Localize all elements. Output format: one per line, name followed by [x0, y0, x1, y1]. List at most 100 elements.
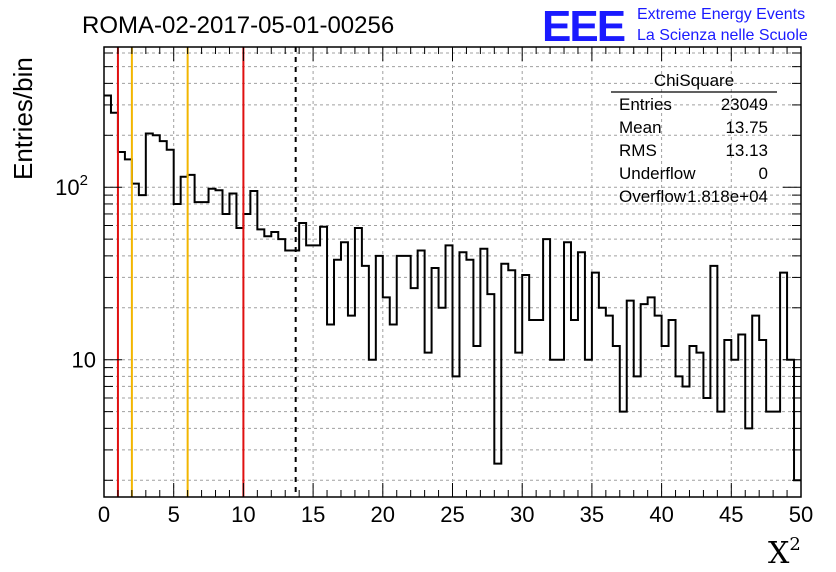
histogram-bin — [759, 340, 766, 497]
histogram-bin — [480, 249, 487, 497]
histogram-bin — [432, 268, 439, 497]
x-tick-label: 20 — [371, 502, 395, 527]
histogram-bin — [731, 360, 738, 497]
histogram-bin — [613, 346, 620, 497]
histogram-bin — [271, 232, 278, 497]
histogram-bin — [425, 353, 432, 497]
histogram-bin — [132, 184, 139, 497]
histogram-bin — [578, 252, 585, 497]
histogram-bin — [174, 204, 181, 497]
histogram-bin — [229, 193, 236, 497]
histogram-bin — [411, 288, 418, 497]
x-tick-label: 10 — [231, 502, 255, 527]
histogram-bin — [487, 294, 494, 497]
stats-row-label: Overflow — [619, 187, 687, 206]
histogram-bin — [209, 189, 216, 497]
histogram-bin — [306, 245, 313, 497]
histogram-bin — [689, 346, 696, 497]
histogram-bin — [383, 297, 390, 497]
histogram-bin — [508, 270, 515, 497]
histogram-bin — [529, 320, 536, 497]
x-tick-label: 15 — [301, 502, 325, 527]
stats-title: ChiSquare — [654, 71, 734, 90]
histogram-bin — [752, 316, 759, 497]
histogram-bin — [250, 191, 257, 497]
histogram-bin — [348, 316, 355, 497]
histogram-bin — [153, 135, 160, 497]
histogram-bin — [404, 256, 411, 497]
logo-line-2: La Scienza nelle Scuole — [637, 27, 808, 44]
histogram-bin — [167, 150, 174, 497]
stats-row-value: 23049 — [721, 95, 768, 114]
stats-rows: Entries 23049 Mean 13.75 RMS 13.13 Underflow 0 O… — [619, 95, 768, 206]
histogram-bin — [146, 133, 153, 497]
histogram-bin — [676, 376, 683, 497]
y-tick-label: 10 — [72, 348, 96, 373]
stats-row-value: 13.75 — [725, 118, 768, 137]
histogram-bin — [634, 376, 641, 497]
histogram-bin — [564, 242, 571, 497]
histogram-bin — [278, 239, 285, 497]
histogram-bin — [376, 256, 383, 497]
histogram-bin — [599, 308, 606, 497]
histogram-bin — [188, 175, 195, 497]
histogram-bin — [355, 228, 362, 497]
histogram-bin — [299, 223, 306, 497]
stats-row-value: 13.13 — [725, 141, 768, 160]
stats-row-value: 0 — [759, 164, 768, 183]
histogram-bin — [557, 360, 564, 497]
histogram-bin — [585, 360, 592, 497]
stats-row-label: Entries — [619, 95, 672, 114]
histogram-bin — [466, 260, 473, 497]
histogram-bin — [745, 428, 752, 497]
histogram-bin — [313, 245, 320, 497]
histogram-bin — [620, 412, 627, 497]
histogram-bin — [397, 256, 404, 497]
histogram-bin — [766, 412, 773, 497]
histogram-bin — [111, 113, 118, 497]
histogram-bin — [773, 412, 780, 497]
x-tick-label: 30 — [510, 502, 534, 527]
histogram-bin — [125, 159, 132, 497]
histogram-bin — [724, 340, 731, 497]
histogram-bin — [160, 141, 167, 497]
histogram-bin — [515, 353, 522, 497]
x-tick-label: 0 — [98, 502, 110, 527]
histogram-bin — [285, 250, 292, 497]
stats-row-label: Underflow — [619, 164, 696, 183]
logo-line-1: Extreme Energy Events — [637, 6, 805, 23]
vertical-markers — [116, 47, 297, 497]
x-tick-label: 50 — [789, 502, 813, 527]
stats-row-value: 1.818e+04 — [687, 187, 768, 206]
chart-title: ROMA-02-2017-05-01-00256 — [82, 12, 394, 39]
histogram-bin — [669, 320, 676, 497]
histogram-bin — [794, 480, 801, 497]
histogram-bin — [446, 245, 453, 497]
histogram-bin — [369, 360, 376, 497]
histogram-bin — [662, 346, 669, 497]
histogram-bin — [648, 297, 655, 497]
histogram-bin — [703, 398, 710, 497]
histogram-bin — [334, 260, 341, 497]
x-axis-ticks: 0 5 10 15 20 25 30 35 40 45 50 — [98, 47, 813, 527]
y-axis-label: Entries/bin — [8, 57, 38, 180]
x-axis-label-base: X — [768, 536, 790, 571]
histogram-bin — [627, 301, 634, 497]
histogram-bin — [341, 242, 348, 497]
histogram-bin — [501, 264, 508, 497]
x-tick-label: 35 — [580, 502, 604, 527]
histogram-bin — [473, 346, 480, 497]
histogram-bin — [522, 275, 529, 497]
histogram-bin — [571, 320, 578, 497]
histogram-bin — [362, 266, 369, 497]
histogram-bin — [118, 152, 125, 497]
histogram-bin — [216, 190, 223, 497]
histogram-bin — [264, 236, 271, 497]
histogram-bin — [418, 250, 425, 497]
eee-logo: EEE — [542, 2, 625, 51]
histogram-bin — [320, 227, 327, 497]
histogram-bin — [550, 360, 557, 497]
x-axis-label-superscript: 2 — [789, 534, 800, 555]
histogram-bin — [139, 195, 146, 497]
